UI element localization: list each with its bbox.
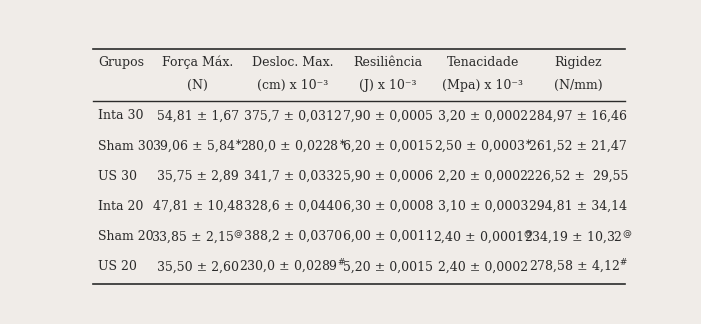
Text: 3,10 ± 0,0003: 3,10 ± 0,0003 [437,200,528,213]
Text: 230,0 ± 0,0289$^{\#}$: 230,0 ± 0,0289$^{\#}$ [239,258,346,276]
Text: 2,40 ± 0,0002: 2,40 ± 0,0002 [438,260,528,273]
Text: Sham 20: Sham 20 [98,230,154,243]
Text: (N/mm): (N/mm) [554,78,602,92]
Text: (cm) x 10⁻³: (cm) x 10⁻³ [257,78,328,92]
Text: 234,19 ± 10,32$^{@}$: 234,19 ± 10,32$^{@}$ [524,228,632,245]
Text: 35,75 ± 2,89: 35,75 ± 2,89 [157,170,238,183]
Text: 6,30 ± 0,0008: 6,30 ± 0,0008 [343,200,433,213]
Text: 2,20 ± 0,0002: 2,20 ± 0,0002 [438,170,528,183]
Text: Tenacidade: Tenacidade [447,56,519,69]
Text: Inta 20: Inta 20 [98,200,144,213]
Text: 341,7 ± 0,0332: 341,7 ± 0,0332 [244,170,342,183]
Text: 375,7 ± 0,0312: 375,7 ± 0,0312 [244,110,341,122]
Text: 5,20 ± 0,0015: 5,20 ± 0,0015 [343,260,433,273]
Text: (J) x 10⁻³: (J) x 10⁻³ [359,78,416,92]
Text: (N): (N) [187,78,208,92]
Text: 33,85 ± 2,15$^{@}$: 33,85 ± 2,15$^{@}$ [151,228,244,245]
Text: 6,00 ± 0,0011: 6,00 ± 0,0011 [343,230,433,243]
Text: (Mpa) x 10⁻³: (Mpa) x 10⁻³ [442,78,524,92]
Text: 2,50 ± 0,0003$^{\ast}$: 2,50 ± 0,0003$^{\ast}$ [434,138,532,155]
Text: 2,40 ± 0,0001$^{@}$: 2,40 ± 0,0001$^{@}$ [433,228,533,245]
Text: 284,97 ± 16,46: 284,97 ± 16,46 [529,110,627,122]
Text: 54,81 ± 1,67: 54,81 ± 1,67 [156,110,239,122]
Text: 328,6 ± 0,0440: 328,6 ± 0,0440 [243,200,342,213]
Text: Desloc. Max.: Desloc. Max. [252,56,334,69]
Text: 39,06 ± 5,84$^{\ast}$: 39,06 ± 5,84$^{\ast}$ [152,138,243,155]
Text: Sham 30: Sham 30 [98,140,154,153]
Text: US 30: US 30 [98,170,137,183]
Text: 5,90 ± 0,0006: 5,90 ± 0,0006 [343,170,433,183]
Text: Força Máx.: Força Máx. [162,56,233,69]
Text: US 20: US 20 [98,260,137,273]
Text: 261,52 ± 21,47: 261,52 ± 21,47 [529,140,627,153]
Text: Rigidez: Rigidez [554,56,601,69]
Text: Inta 30: Inta 30 [98,110,144,122]
Text: 294,81 ± 34,14: 294,81 ± 34,14 [529,200,627,213]
Text: 6,20 ± 0,0015: 6,20 ± 0,0015 [343,140,433,153]
Text: Resiliência: Resiliência [353,56,422,69]
Text: 278,58 ± 4,12$^{\#}$: 278,58 ± 4,12$^{\#}$ [529,258,627,276]
Text: 280,0 ± 0,0228$^{\ast}$: 280,0 ± 0,0228$^{\ast}$ [240,138,346,155]
Text: 35,50 ± 2,60: 35,50 ± 2,60 [156,260,238,273]
Text: 226,52 ±  29,55: 226,52 ± 29,55 [527,170,629,183]
Text: 47,81 ± 10,48: 47,81 ± 10,48 [153,200,243,213]
Text: 388,2 ± 0,0370: 388,2 ± 0,0370 [244,230,342,243]
Text: Grupos: Grupos [98,56,144,69]
Text: 7,90 ± 0,0005: 7,90 ± 0,0005 [343,110,433,122]
Text: 3,20 ± 0,0002: 3,20 ± 0,0002 [438,110,528,122]
